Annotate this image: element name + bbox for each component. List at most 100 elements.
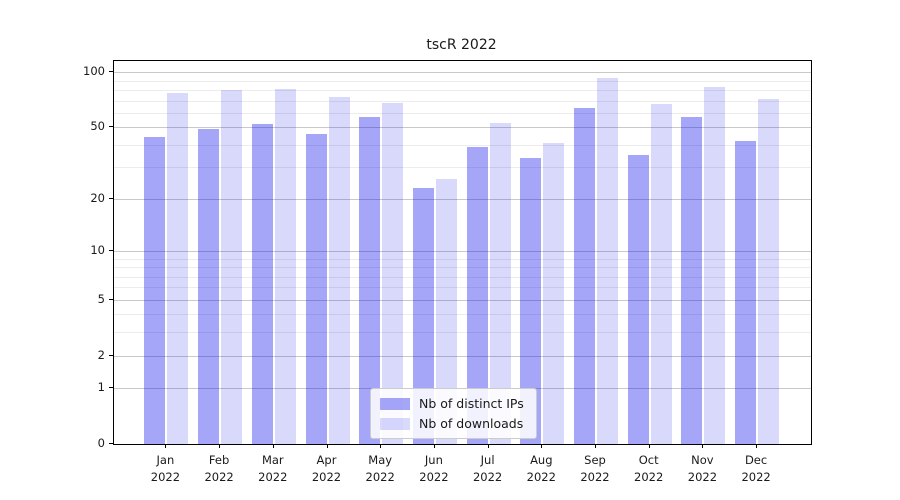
bar-downloads [382,102,404,444]
x-label-year: 2022 [311,470,342,484]
y-major-gridline [114,250,811,252]
x-label-month: Jul [480,453,495,467]
bar-downloads [704,87,726,444]
legend-item-label: Nb of distinct IPs [419,396,524,411]
x-axis-tick-label: Oct 2022 [617,452,681,486]
bar-distinct-ips [681,116,703,444]
bar-distinct-ips [735,141,757,444]
x-label-month: May [368,453,393,467]
x-axis-tick [487,444,489,448]
x-label-year: 2022 [741,470,771,484]
y-minor-gridline [114,276,811,278]
y-minor-gridline [114,258,811,260]
y-axis-tick [109,387,113,389]
y-minor-gridline [114,89,811,91]
x-axis-tick-label: Apr 2022 [295,452,359,486]
x-label-year: 2022 [526,470,556,484]
x-label-month: Oct [638,453,659,467]
legend-item: Nb of distinct IPs [380,396,524,411]
x-label-month: Aug [530,453,553,467]
y-axis-tick-label: 50 [90,119,105,134]
x-axis-tick [165,444,167,448]
bar-downloads [758,99,780,444]
y-minor-gridline [114,144,811,146]
x-axis-tick [326,444,328,448]
y-axis-tick-label: 0 [97,436,105,450]
x-axis-tick-label: Dec 2022 [724,452,788,486]
y-major-gridline [114,299,811,301]
x-label-month: Apr [316,453,337,467]
y-minor-gridline [114,100,811,102]
legend-swatch-distinct-ips [380,397,410,410]
bar-distinct-ips [520,157,542,444]
y-minor-gridline [114,287,811,289]
x-label-month: Mar [261,453,284,467]
legend: Nb of distinct IPs Nb of downloads [370,388,537,439]
y-major-gridline [114,127,811,129]
x-axis-tick-label: Aug 2022 [509,452,573,486]
x-label-year: 2022 [419,470,449,484]
y-minor-gridline [114,314,811,316]
x-label-month: Jan [156,453,175,467]
x-axis-tick [648,444,650,448]
y-axis-tick [109,443,113,444]
y-minor-gridline [114,80,811,82]
y-axis-tick [109,197,113,199]
x-label-year: 2022 [150,470,181,484]
y-minor-gridline [114,112,811,114]
y-axis-tick [109,354,113,356]
y-axis-tick [109,298,113,300]
y-axis-tick-label: 2 [97,347,105,362]
y-major-gridline [114,198,811,200]
x-axis-tick-label: Feb 2022 [187,452,251,486]
x-label-year: 2022 [634,470,664,484]
y-axis-tick-label: 100 [83,64,105,79]
x-label-month: Jun [424,453,443,467]
x-label-year: 2022 [687,470,718,484]
y-minor-gridline [114,332,811,334]
x-label-year: 2022 [258,470,288,484]
x-label-month: Feb [208,453,230,467]
x-label-year: 2022 [365,470,395,484]
x-axis-tick-label: Sep 2022 [563,452,627,486]
bar-downloads [328,97,350,444]
bar-downloads [489,122,511,444]
x-label-year: 2022 [472,470,503,484]
bar-downloads [650,104,672,444]
x-axis-tick-label: Jun 2022 [402,452,466,486]
bar-distinct-ips [359,116,381,444]
legend-swatch-downloads [380,417,410,430]
x-axis-tick-label: Jan 2022 [133,452,197,486]
x-axis-tick [380,444,382,448]
x-axis-tick [541,444,543,448]
bar-distinct-ips [144,137,166,444]
bar-distinct-ips [251,124,273,444]
x-axis-tick [595,444,596,448]
y-axis-tick-label: 1 [97,380,105,395]
y-axis-tick [109,126,113,128]
y-axis-tick [109,249,113,251]
y-major-gridline [114,355,811,357]
y-minor-gridline [114,167,811,169]
legend-item-label: Nb of downloads [419,416,524,431]
bar-distinct-ips [198,128,220,444]
bar-downloads [221,89,243,444]
x-axis-tick-label: May 2022 [348,452,412,486]
x-axis-tick [219,444,221,448]
x-label-year: 2022 [204,470,234,484]
x-axis-tick-label: Nov 2022 [670,452,734,486]
plot-area: Nb of distinct IPs Nb of downloads [113,60,812,445]
y-axis-tick [109,71,113,73]
y-axis-tick-label: 5 [97,291,105,306]
bar-downloads [543,142,565,444]
y-minor-gridline [114,267,811,268]
legend-item: Nb of downloads [380,416,524,431]
x-axis-tick [433,444,435,448]
bar-downloads [597,77,618,444]
bar-distinct-ips [412,187,434,444]
x-axis-tick [756,444,758,448]
x-axis-tick [702,444,704,448]
x-axis-tick-label: Mar 2022 [241,452,305,486]
y-axis-tick-label: 20 [90,190,105,205]
